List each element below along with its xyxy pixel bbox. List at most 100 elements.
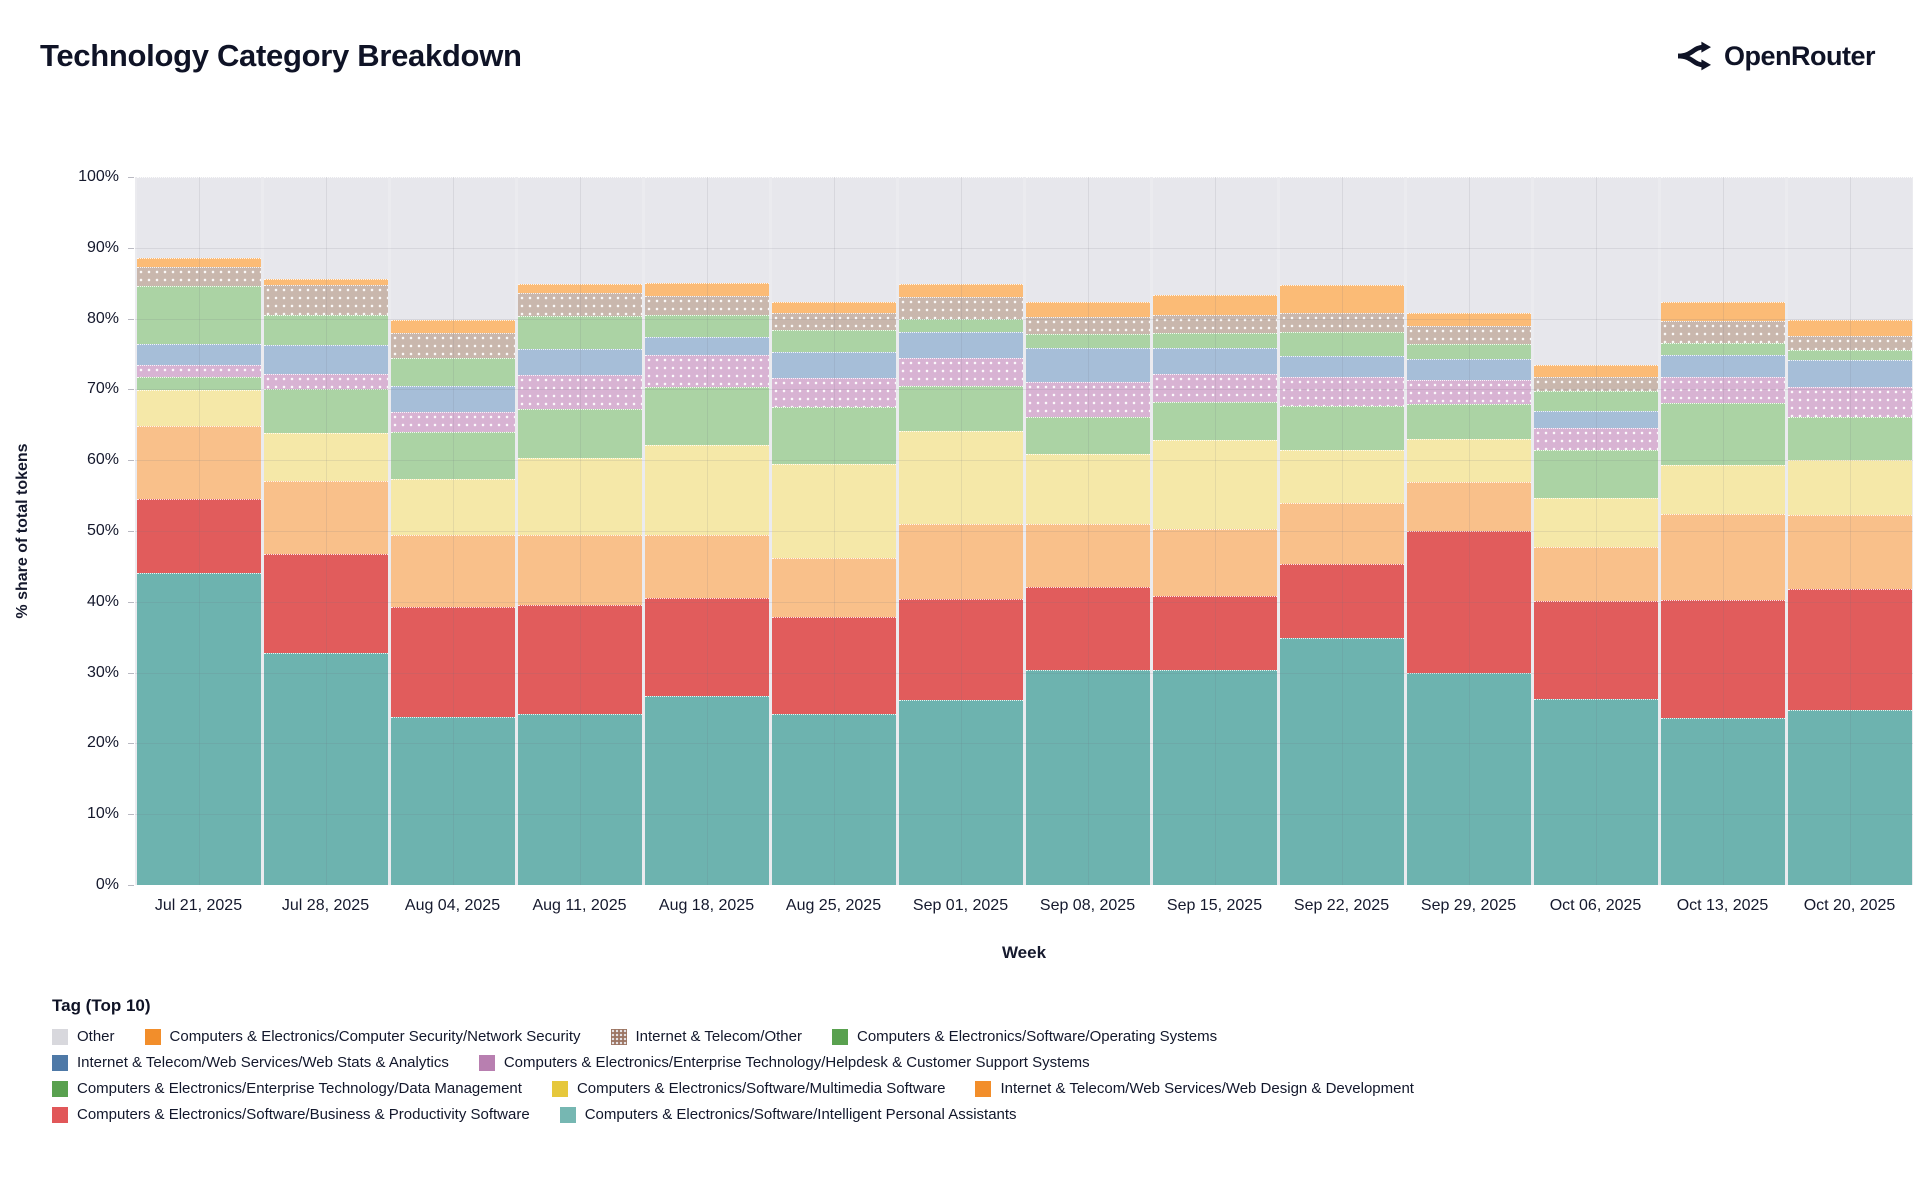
bar-segment-os[interactable] — [1152, 332, 1277, 349]
bar-segment-datamgmt[interactable] — [644, 387, 769, 446]
legend-item-bizprod[interactable]: Computers & Electronics/Software/Busines… — [52, 1106, 530, 1123]
legend-item-datamgmt[interactable]: Computers & Electronics/Enterprise Techn… — [52, 1080, 522, 1097]
bar-segment-datamgmt[interactable] — [1533, 449, 1658, 499]
bar-segment-multimedia[interactable] — [136, 390, 261, 427]
bar-segment-bizprod[interactable] — [517, 605, 642, 714]
bar-segment-multimedia[interactable] — [517, 458, 642, 536]
bar-segment-ipa[interactable] — [1279, 637, 1404, 885]
legend-item-ipa[interactable]: Computers & Electronics/Software/Intelli… — [559, 1106, 1017, 1123]
bar-segment-os[interactable] — [644, 315, 769, 338]
bar-segment-bizprod[interactable] — [898, 598, 1023, 700]
bar-segment-datamgmt[interactable] — [263, 388, 388, 434]
bar-segment-helpdesk[interactable] — [517, 375, 642, 410]
bar-segment-telecom_other[interactable] — [1533, 377, 1658, 391]
bar-segment-os[interactable] — [1279, 332, 1404, 357]
bar-segment-other[interactable] — [263, 177, 388, 280]
bar-segment-other[interactable] — [136, 177, 261, 258]
bar-segment-ipa[interactable] — [263, 652, 388, 885]
bar-segment-multimedia[interactable] — [898, 431, 1023, 524]
bar-segment-ipa[interactable] — [1025, 670, 1150, 885]
bar-segment-helpdesk[interactable] — [644, 355, 769, 388]
legend-item-other[interactable]: Other — [52, 1028, 115, 1045]
legend-item-multimedia[interactable]: Computers & Electronics/Software/Multime… — [551, 1080, 945, 1097]
bar-segment-helpdesk[interactable] — [1787, 386, 1912, 418]
bar-segment-ipa[interactable] — [771, 714, 896, 885]
bar-segment-netsec[interactable] — [1533, 365, 1658, 378]
bar-segment-netsec[interactable] — [1152, 295, 1277, 316]
bar-segment-multimedia[interactable] — [1152, 440, 1277, 529]
bar-segment-telecom_other[interactable] — [1152, 315, 1277, 333]
bar-segment-bizprod[interactable] — [1279, 564, 1404, 638]
bar-segment-datamgmt[interactable] — [898, 385, 1023, 432]
bar-segment-os[interactable] — [1660, 343, 1785, 355]
bar-segment-datamgmt[interactable] — [1660, 402, 1785, 466]
bar-segment-webdesign[interactable] — [1279, 503, 1404, 565]
bar-segment-netsec[interactable] — [771, 301, 896, 314]
bar-segment-bizprod[interactable] — [644, 597, 769, 696]
bar-segment-ipa[interactable] — [390, 716, 515, 885]
bar-segment-ipa[interactable] — [1787, 710, 1912, 885]
bar-segment-webdesign[interactable] — [1025, 523, 1150, 587]
bar-segment-webdesign[interactable] — [644, 535, 769, 598]
bar-segment-bizprod[interactable] — [263, 553, 388, 653]
bar-segment-netsec[interactable] — [136, 257, 261, 267]
bar-segment-helpdesk[interactable] — [1025, 382, 1150, 418]
bar-segment-other[interactable] — [1152, 177, 1277, 296]
bar-segment-datamgmt[interactable] — [517, 409, 642, 459]
bar-segment-ipa[interactable] — [517, 713, 642, 885]
legend-item-helpdesk[interactable]: Computers & Electronics/Enterprise Techn… — [478, 1054, 1090, 1071]
bar-segment-datamgmt[interactable] — [390, 431, 515, 480]
bar-segment-telecom_other[interactable] — [263, 285, 388, 316]
bar-segment-os[interactable] — [771, 330, 896, 352]
bar-segment-helpdesk[interactable] — [263, 373, 388, 389]
bar-segment-multimedia[interactable] — [1533, 498, 1658, 547]
legend-item-netsec[interactable]: Computers & Electronics/Computer Securit… — [144, 1028, 581, 1045]
bar-segment-os[interactable] — [263, 315, 388, 345]
bar-segment-helpdesk[interactable] — [1406, 379, 1531, 404]
bar-segment-webdesign[interactable] — [1406, 482, 1531, 532]
bar-segment-telecom_other[interactable] — [517, 293, 642, 316]
bar-segment-helpdesk[interactable] — [1152, 373, 1277, 403]
bar-segment-datamgmt[interactable] — [1787, 417, 1912, 461]
bar-segment-webdesign[interactable] — [1533, 546, 1658, 602]
bar-segment-netsec[interactable] — [898, 284, 1023, 298]
legend-item-webstats[interactable]: Internet & Telecom/Web Services/Web Stat… — [52, 1054, 449, 1071]
bar-segment-datamgmt[interactable] — [1279, 406, 1404, 450]
bar-segment-os[interactable] — [1533, 390, 1658, 412]
bar-segment-os[interactable] — [517, 315, 642, 350]
bar-segment-bizprod[interactable] — [1406, 531, 1531, 673]
bar-segment-webstats[interactable] — [644, 337, 769, 356]
bar-segment-ipa[interactable] — [644, 695, 769, 885]
bar-segment-netsec[interactable] — [1787, 320, 1912, 336]
bar-segment-ipa[interactable] — [136, 573, 261, 885]
bar-segment-telecom_other[interactable] — [1025, 317, 1150, 335]
bar-segment-other[interactable] — [1533, 177, 1658, 366]
bar-segment-bizprod[interactable] — [1025, 586, 1150, 671]
bar-segment-webdesign[interactable] — [898, 523, 1023, 599]
bar-segment-helpdesk[interactable] — [898, 357, 1023, 386]
bar-segment-other[interactable] — [1660, 177, 1785, 302]
bar-segment-ipa[interactable] — [898, 699, 1023, 885]
bar-segment-webstats[interactable] — [263, 344, 388, 374]
bar-segment-netsec[interactable] — [1279, 285, 1404, 314]
bar-segment-webstats[interactable] — [390, 385, 515, 413]
bar-segment-webstats[interactable] — [1660, 354, 1785, 378]
bar-segment-other[interactable] — [898, 177, 1023, 284]
bar-segment-multimedia[interactable] — [771, 463, 896, 558]
bar-segment-helpdesk[interactable] — [1660, 377, 1785, 403]
bar-segment-telecom_other[interactable] — [644, 296, 769, 316]
bar-segment-webstats[interactable] — [517, 349, 642, 376]
bar-segment-webdesign[interactable] — [263, 480, 388, 554]
bar-segment-datamgmt[interactable] — [1406, 403, 1531, 439]
bar-segment-bizprod[interactable] — [1533, 601, 1658, 699]
bar-segment-ipa[interactable] — [1533, 698, 1658, 885]
bar-segment-other[interactable] — [390, 177, 515, 321]
bar-segment-netsec[interactable] — [1660, 301, 1785, 321]
bar-segment-telecom_other[interactable] — [1787, 335, 1912, 350]
bar-segment-webstats[interactable] — [1025, 348, 1150, 383]
legend-item-os[interactable]: Computers & Electronics/Software/Operati… — [831, 1028, 1217, 1045]
bar-segment-os[interactable] — [1787, 349, 1912, 361]
bar-segment-datamgmt[interactable] — [1152, 402, 1277, 441]
bar-segment-bizprod[interactable] — [1787, 589, 1912, 711]
bar-segment-netsec[interactable] — [517, 284, 642, 294]
